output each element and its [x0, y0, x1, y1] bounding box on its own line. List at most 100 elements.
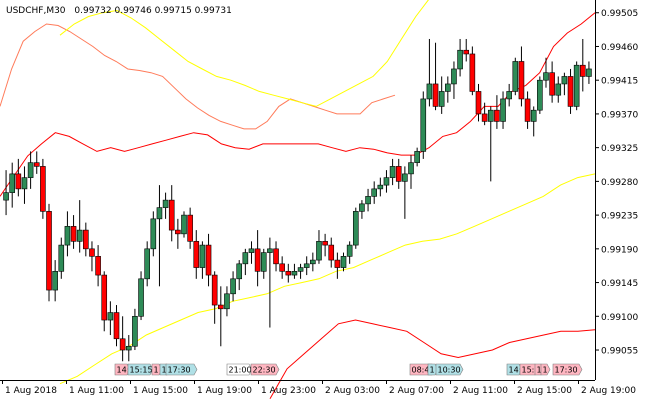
indicator-lines [0, 0, 596, 399]
event-marker-box [226, 363, 253, 376]
event-marker: 17:30 [165, 363, 198, 376]
candle-body-bull [512, 61, 519, 92]
candle [420, 91, 427, 159]
candle-body-bull [64, 226, 71, 246]
candle-body-bear [463, 49, 470, 55]
price-tick-label: 0.99325 [601, 144, 638, 154]
candle [33, 151, 40, 174]
price-tick-label: 0.99370 [601, 110, 638, 120]
candle-body-bull [371, 188, 377, 197]
event-marker: 1 [540, 363, 551, 376]
candle [150, 211, 157, 257]
candle-body-bull [451, 68, 457, 85]
candle [579, 38, 586, 92]
candle-body-bull [291, 271, 298, 276]
candle [573, 61, 580, 111]
candle [83, 222, 89, 257]
time-tick-label: 2 Aug 03:00 [325, 386, 380, 396]
candle-body-bull [267, 248, 273, 253]
candle [506, 83, 512, 107]
event-marker-label: 08:45 [412, 366, 435, 375]
candle-body-bull [242, 252, 249, 265]
candle [334, 252, 341, 279]
candle [463, 38, 470, 62]
candle-body-bear [211, 274, 218, 306]
candle-body-bull [414, 151, 420, 163]
event-marker-label: 1 [537, 366, 542, 375]
candle [107, 301, 114, 336]
time-tick-label: 2 Aug 07:00 [389, 386, 444, 396]
candle-body-bull [236, 263, 243, 280]
candle [537, 76, 543, 114]
candle-body-bull [125, 345, 132, 351]
candle [144, 241, 150, 287]
candle-body-bull [303, 263, 310, 268]
candle [205, 233, 212, 287]
chart-title: USDCHF,M30 0.99732 0.99746 0.99715 0.997… [6, 6, 232, 16]
candle-body-bull [181, 214, 187, 235]
event-marker-box [127, 363, 154, 376]
candle-body-bull [138, 278, 144, 317]
candle-body-bull [340, 256, 347, 268]
candle [328, 237, 335, 268]
candle [156, 185, 163, 287]
candle [101, 271, 108, 332]
candle [260, 248, 267, 279]
time-tick-label: 2 Aug 19:00 [581, 386, 636, 396]
candle [21, 166, 28, 204]
candle-body-bull [107, 312, 114, 321]
candle-body-bull [555, 83, 562, 96]
candle-body-bear [432, 83, 439, 107]
candle-body-bull [389, 166, 396, 178]
candle [162, 192, 169, 219]
candle [395, 158, 402, 189]
candle [58, 237, 65, 279]
candle-body-bull [150, 218, 157, 250]
time-tick-label: 2 Aug 15:00 [517, 386, 572, 396]
event-marker-label: 10:30 [438, 366, 461, 375]
price-tick-label: 0.99460 [601, 43, 638, 53]
candle [561, 72, 568, 96]
candle-body-bear [481, 113, 488, 122]
candle-body-bear [334, 259, 341, 268]
candle-body-bear [187, 214, 193, 242]
candle [27, 151, 34, 189]
candle [132, 308, 138, 351]
candle [199, 241, 206, 279]
event-marker-label: 17:30 [555, 366, 578, 375]
candles [3, 38, 592, 362]
candle-body-bear [89, 248, 95, 257]
candle-body-bull [352, 211, 359, 246]
event-marker-label: 14: [117, 366, 130, 375]
candle [408, 155, 414, 189]
candle-body-bull [530, 109, 537, 122]
candle-body-bear [205, 244, 212, 276]
candle-body-bear [175, 229, 181, 235]
candle [530, 106, 537, 137]
event-marker-label: 22:30 [253, 366, 276, 375]
time-tick-label: 1 Aug 23:00 [261, 386, 316, 396]
candle-body-bear [518, 61, 525, 100]
candle [273, 241, 279, 272]
symbol-label: USDCHF,M30 [6, 6, 66, 16]
price-tick-label: 0.99505 [601, 9, 638, 19]
candle [346, 241, 353, 264]
candle [352, 207, 359, 249]
candle [445, 76, 451, 103]
candle-body-bull [162, 199, 169, 208]
event-marker-label: 1 [154, 366, 159, 375]
candle-body-bear [549, 72, 555, 96]
candle-body-bull [199, 244, 206, 268]
candle-body-bear [322, 241, 328, 246]
candle [438, 76, 445, 114]
candle [218, 286, 224, 347]
candle [365, 188, 371, 212]
candle [125, 335, 132, 362]
price-tick-label: 0.99415 [601, 77, 638, 87]
event-marker: 10:30 [435, 363, 464, 376]
event-marker-box [540, 363, 551, 376]
candle-body-bull [27, 162, 34, 178]
event-marker: 15:15 [127, 363, 154, 376]
candle [267, 237, 273, 328]
candle [248, 241, 255, 264]
